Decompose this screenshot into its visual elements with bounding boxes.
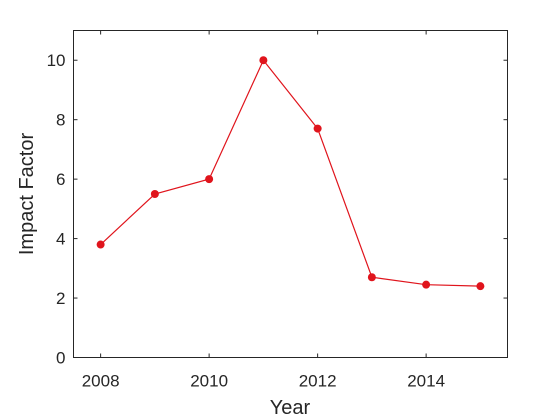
data-point <box>422 280 431 289</box>
y-tick-label: 4 <box>56 230 65 249</box>
x-tick-label: 2010 <box>190 372 228 391</box>
data-point <box>367 273 376 282</box>
x-tick-label: 2014 <box>407 372 445 391</box>
data-point <box>150 190 159 198</box>
x-axis-label: Year <box>270 397 311 419</box>
x-tick-label: 2012 <box>299 372 337 391</box>
y-tick-label: 8 <box>56 111 65 130</box>
data-point <box>259 56 268 65</box>
x-tick-label: 2008 <box>82 372 120 391</box>
series-points <box>96 56 485 291</box>
data-point <box>205 175 214 184</box>
y-axis: 0 2 4 6 8 10 <box>47 51 508 368</box>
plot-area: 2008 2010 2012 2014 0 2 4 6 8 10 <box>47 30 508 391</box>
axes-box <box>73 30 508 358</box>
y-tick-label: 0 <box>56 349 65 368</box>
y-tick-label: 2 <box>56 289 65 308</box>
x-axis: 2008 2010 2012 2014 <box>82 30 445 391</box>
data-point <box>96 240 105 249</box>
data-point <box>313 124 322 133</box>
series-line <box>100 59 481 287</box>
y-tick-label: 10 <box>47 51 66 70</box>
data-point <box>476 282 485 291</box>
y-tick-label: 6 <box>56 170 65 189</box>
y-axis-label: Impact Factor <box>16 133 38 256</box>
